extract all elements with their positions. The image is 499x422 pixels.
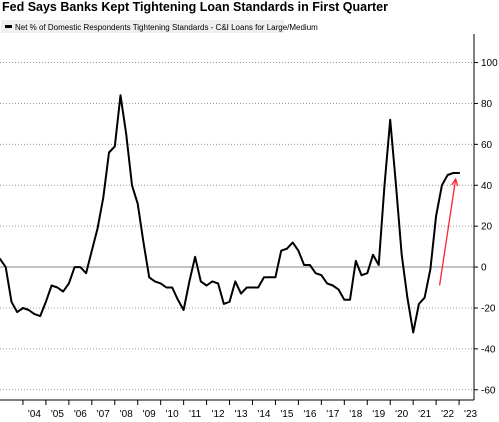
x-tick-label: '13: [234, 409, 247, 420]
y-tick-label: 40: [481, 181, 493, 192]
annotation-layer: [438, 177, 459, 286]
x-tick-label: '07: [97, 409, 110, 420]
annotation-arrow-shaft: [438, 179, 457, 286]
series-line: [0, 94, 461, 334]
x-tick-label: '22: [441, 409, 454, 420]
series-layer: [0, 94, 461, 334]
legend-swatch: [5, 25, 12, 28]
y-tick-label: 80: [481, 99, 493, 110]
legend-label: Net % of Domestic Respondents Tightening…: [15, 23, 318, 32]
x-tick-label: '08: [120, 409, 133, 420]
x-tick-label: '17: [326, 409, 339, 420]
y-tick-label: 100: [481, 58, 498, 69]
x-tick-label: '19: [372, 409, 385, 420]
annotation-arrow-head: [451, 177, 459, 186]
x-tick-label: '16: [303, 409, 316, 420]
y-tick-label: 20: [481, 222, 493, 233]
x-tick-label: '11: [189, 409, 202, 420]
x-tick-label: '04: [28, 409, 41, 420]
x-tick-label: '23: [464, 409, 477, 420]
x-tick-label: '10: [166, 409, 179, 420]
y-tick-label: -20: [481, 303, 496, 314]
y-tick-label: -60: [481, 385, 496, 396]
x-tick-label: '09: [143, 409, 156, 420]
legend-box: [1, 20, 284, 33]
chart-title: Fed Says Banks Kept Tightening Loan Stan…: [2, 0, 388, 14]
y-tick-label: 60: [481, 140, 493, 151]
x-tick-label: '14: [257, 409, 270, 420]
x-tick-label: '05: [51, 409, 64, 420]
gridlines: [0, 62, 474, 391]
x-tick-label: '15: [280, 409, 293, 420]
x-tick-label: '06: [74, 409, 87, 420]
y-tick-label: 0: [481, 263, 487, 274]
y-axis: 100 80 60 40 20 0 -20 -40 -60: [473, 34, 498, 400]
x-axis: '04 '05 '06 '07 '08 '09 '10 '11 '12 '13 '14 '15 '16 '…: [0, 399, 478, 420]
x-tick-label: '20: [395, 409, 408, 420]
x-tick-label: '18: [349, 409, 362, 420]
y-tick-label: -40: [481, 344, 496, 355]
x-tick-label: '12: [212, 409, 225, 420]
x-tick-label: '21: [418, 409, 431, 420]
